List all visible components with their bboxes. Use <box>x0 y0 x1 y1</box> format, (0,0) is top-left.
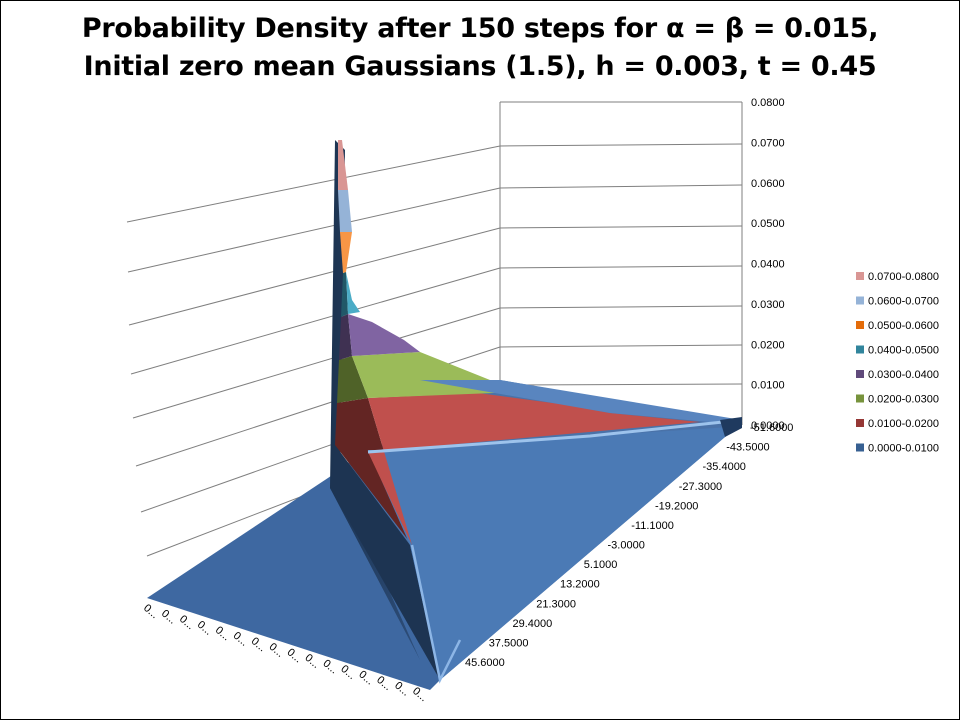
x-tick-label: 0... <box>141 602 160 621</box>
y-tick-label: -3.0000 <box>608 540 645 552</box>
band-0.0100-0.0200-right <box>368 393 700 545</box>
z-tick-label: 0.0300 <box>751 299 785 311</box>
z-tick-label: 0.0400 <box>751 259 785 271</box>
gridline <box>132 307 501 419</box>
chart-title-line-2: Initial zero mean Gaussians (1.5), h = 0… <box>83 51 877 82</box>
ridge-highlight-right <box>367 418 743 454</box>
z-axis: 0.0000 0.0100 0.0200 0.0300 0.0400 0.0500 0.06… <box>751 97 785 432</box>
z-tick-label: 0.0700 <box>751 137 785 149</box>
chart-title: Probability Density after 150 steps for … <box>0 10 960 86</box>
band-0.0200-0.0300-front <box>337 356 368 403</box>
legend-label: 0.0100-0.0200 <box>868 418 939 430</box>
x-tick-label: 0... <box>213 624 232 643</box>
surface-end-cap <box>720 417 742 437</box>
z-tick-label: 0.0800 <box>751 97 785 109</box>
legend-label: 0.0000-0.0100 <box>868 443 939 455</box>
band-0.0000-0.0100-right <box>368 427 730 680</box>
y-axis: -51.6000 -43.5000 -35.4000 -27.3000 -19.2000… <box>465 422 793 669</box>
x-tick-label: 0... <box>159 608 178 627</box>
legend: 0.0700-0.0800 0.0600-0.0700 0.0500-0.0600 0… <box>856 271 939 455</box>
y-tick-label: 29.4000 <box>513 618 553 630</box>
legend-label: 0.0200-0.0300 <box>868 394 939 406</box>
z-tick-label: 0.0600 <box>751 178 785 190</box>
surface-back-wall-shadow <box>330 140 420 660</box>
y-tick-label: -27.3000 <box>679 481 722 493</box>
x-tick-label: 0... <box>195 619 214 638</box>
legend-swatch <box>856 370 864 378</box>
surface <box>147 140 743 690</box>
x-tick-label: 0... <box>267 641 286 660</box>
band-0.0300-0.0400-right <box>348 314 420 356</box>
ridge-highlight-front <box>410 544 462 684</box>
band-0.0500-0.0600 <box>340 232 352 273</box>
x-tick-label: 0... <box>320 657 339 676</box>
z-tick-label: 0.0000 <box>751 420 785 432</box>
legend-swatch <box>856 394 864 403</box>
y-tick-label: 5.1000 <box>584 559 618 571</box>
legend-label: 0.0300-0.0400 <box>868 369 939 381</box>
band-0.0400-0.0500-front <box>341 272 348 317</box>
band-0.0700-0.0800 <box>338 140 348 190</box>
legend-label: 0.0400-0.0500 <box>868 345 939 357</box>
band-0.0100-0.0200-front <box>335 398 412 545</box>
y-tick-label: 45.6000 <box>465 657 505 669</box>
chart-title-line-1: Probability Density after 150 steps for … <box>81 13 879 44</box>
gridline <box>499 225 743 229</box>
y-tick-label: 37.5000 <box>489 637 529 649</box>
x-tick-label: 0... <box>338 663 357 682</box>
legend-swatch <box>856 443 864 452</box>
legend-swatch <box>856 345 864 354</box>
gridline <box>499 265 743 269</box>
y-tick-label: -35.4000 <box>703 461 746 473</box>
gridline <box>499 383 743 386</box>
band-0.0400-0.0500-right <box>346 272 360 314</box>
surface-back-plateau <box>420 380 742 425</box>
x-tick-label: 0... <box>285 646 304 665</box>
z-tick-label: 0.0200 <box>751 339 785 351</box>
y-tick-label: 13.2000 <box>560 579 600 591</box>
gridline <box>499 344 743 348</box>
legend-swatch <box>856 296 864 305</box>
gridline <box>126 145 501 223</box>
legend-label: 0.0500-0.0600 <box>868 320 939 332</box>
y-tick-label: -11.1000 <box>631 520 674 532</box>
z-tick-label: 0.0100 <box>751 380 785 392</box>
x-tick-label: 0... <box>302 652 321 671</box>
legend-swatch <box>856 321 864 329</box>
gridline <box>130 267 501 375</box>
x-tick-label: 0... <box>249 635 268 654</box>
y-tick-label: 21.3000 <box>536 598 576 610</box>
band-0.0000-0.0100-front <box>330 445 440 680</box>
gridline <box>127 187 501 273</box>
gridline <box>128 227 501 326</box>
band-0.0300-0.0400-front <box>339 314 352 360</box>
y-tick-label: -43.5000 <box>726 442 769 454</box>
x-tick-label: 0... <box>231 630 250 649</box>
y-tick-label: -51.6000 <box>750 422 793 434</box>
surface-floor-front <box>147 470 440 690</box>
legend-swatch <box>856 272 864 280</box>
gridline <box>499 143 743 147</box>
legend-label: 0.0700-0.0800 <box>868 271 939 283</box>
legend-label: 0.0600-0.0700 <box>868 296 939 308</box>
y-tick-label: -19.2000 <box>655 500 698 512</box>
band-0.0600-0.0700 <box>338 190 352 232</box>
gridline <box>499 305 743 309</box>
z-tick-label: 0.0500 <box>751 218 785 230</box>
gridline <box>499 184 743 189</box>
x-tick-label: 0... <box>177 613 196 632</box>
legend-swatch <box>856 419 864 427</box>
